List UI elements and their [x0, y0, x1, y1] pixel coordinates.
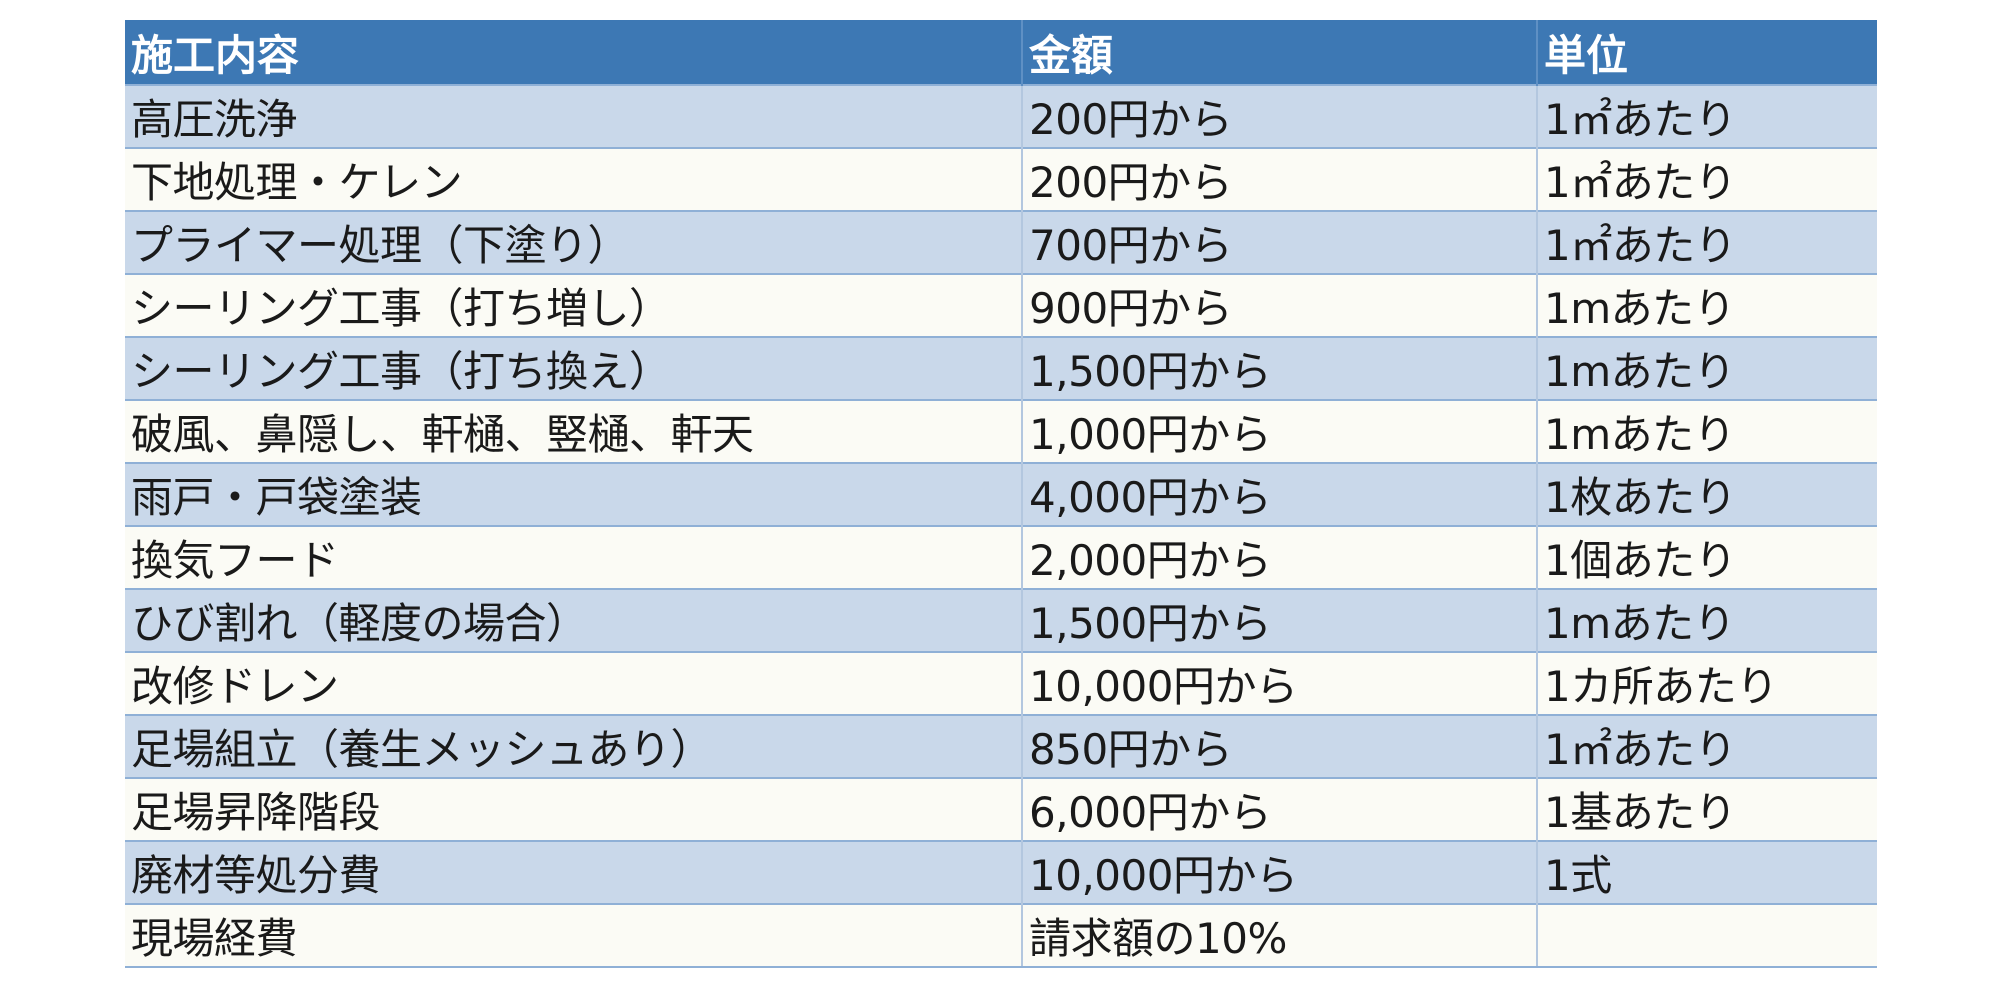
amount-cell: 200円から — [1022, 84, 1538, 148]
work-content-cell: シーリング工事（打ち換え） — [125, 336, 1023, 400]
table-row: 足場昇降階段 6,000円から 1基あたり — [125, 777, 1877, 841]
work-content-cell: プライマー処理（下塗り） — [125, 210, 1023, 274]
work-content-cell: 換気フード — [125, 525, 1023, 589]
table-row: 廃材等処分費 10,000円から 1式 — [125, 840, 1877, 904]
table-row: ひび割れ（軽度の場合） 1,500円から 1mあたり — [125, 588, 1877, 652]
price-table: 施工内容 金額 単位 高圧洗浄 200円から 1㎡あたり 下地処理・ケレン 20… — [125, 20, 1877, 968]
amount-cell: 1,000円から — [1022, 399, 1538, 463]
unit-cell: 1式 — [1537, 840, 1877, 904]
header-work-content: 施工内容 — [125, 20, 1023, 85]
amount-cell: 850円から — [1022, 714, 1538, 778]
table-row: 高圧洗浄 200円から 1㎡あたり — [125, 84, 1877, 148]
work-content-cell: 下地処理・ケレン — [125, 147, 1023, 211]
table-row: 現場経費 請求額の10% — [125, 903, 1877, 968]
amount-cell: 10,000円から — [1022, 651, 1538, 715]
work-content-cell: ひび割れ（軽度の場合） — [125, 588, 1023, 652]
work-content-cell: 高圧洗浄 — [125, 84, 1023, 148]
unit-cell: 1㎡あたり — [1537, 147, 1877, 211]
table-row: 改修ドレン 10,000円から 1カ所あたり — [125, 651, 1877, 715]
work-content-cell: シーリング工事（打ち増し） — [125, 273, 1023, 337]
unit-cell: 1㎡あたり — [1537, 210, 1877, 274]
unit-cell: 1㎡あたり — [1537, 84, 1877, 148]
amount-cell: 2,000円から — [1022, 525, 1538, 589]
header-unit: 単位 — [1537, 20, 1877, 85]
amount-cell: 700円から — [1022, 210, 1538, 274]
amount-cell: 6,000円から — [1022, 777, 1538, 841]
unit-cell: 1mあたり — [1537, 588, 1877, 652]
amount-cell: 1,500円から — [1022, 588, 1538, 652]
amount-cell: 200円から — [1022, 147, 1538, 211]
unit-cell — [1537, 903, 1877, 968]
unit-cell: 1カ所あたり — [1537, 651, 1877, 715]
amount-cell: 900円から — [1022, 273, 1538, 337]
unit-cell: 1mあたり — [1537, 273, 1877, 337]
header-amount: 金額 — [1022, 20, 1538, 85]
table-row: 破風、鼻隠し、軒樋、竪樋、軒天 1,000円から 1mあたり — [125, 399, 1877, 463]
work-content-cell: 現場経費 — [125, 903, 1023, 968]
work-content-cell: 改修ドレン — [125, 651, 1023, 715]
table-row: シーリング工事（打ち換え） 1,500円から 1mあたり — [125, 336, 1877, 400]
work-content-cell: 足場昇降階段 — [125, 777, 1023, 841]
unit-cell: 1個あたり — [1537, 525, 1877, 589]
table-row: 雨戸・戸袋塗装 4,000円から 1枚あたり — [125, 462, 1877, 526]
table-row: 下地処理・ケレン 200円から 1㎡あたり — [125, 147, 1877, 211]
work-content-cell: 破風、鼻隠し、軒樋、竪樋、軒天 — [125, 399, 1023, 463]
unit-cell: 1基あたり — [1537, 777, 1877, 841]
table-row: 足場組立（養生メッシュあり） 850円から 1㎡あたり — [125, 714, 1877, 778]
unit-cell: 1mあたり — [1537, 336, 1877, 400]
table-row: プライマー処理（下塗り） 700円から 1㎡あたり — [125, 210, 1877, 274]
work-content-cell: 廃材等処分費 — [125, 840, 1023, 904]
work-content-cell: 足場組立（養生メッシュあり） — [125, 714, 1023, 778]
header-row: 施工内容 金額 単位 — [125, 20, 1877, 85]
amount-cell: 4,000円から — [1022, 462, 1538, 526]
unit-cell: 1枚あたり — [1537, 462, 1877, 526]
unit-cell: 1mあたり — [1537, 399, 1877, 463]
amount-cell: 1,500円から — [1022, 336, 1538, 400]
table-row: シーリング工事（打ち増し） 900円から 1mあたり — [125, 273, 1877, 337]
amount-cell: 10,000円から — [1022, 840, 1538, 904]
amount-cell: 請求額の10% — [1022, 903, 1538, 968]
unit-cell: 1㎡あたり — [1537, 714, 1877, 778]
work-content-cell: 雨戸・戸袋塗装 — [125, 462, 1023, 526]
table-row: 換気フード 2,000円から 1個あたり — [125, 525, 1877, 589]
